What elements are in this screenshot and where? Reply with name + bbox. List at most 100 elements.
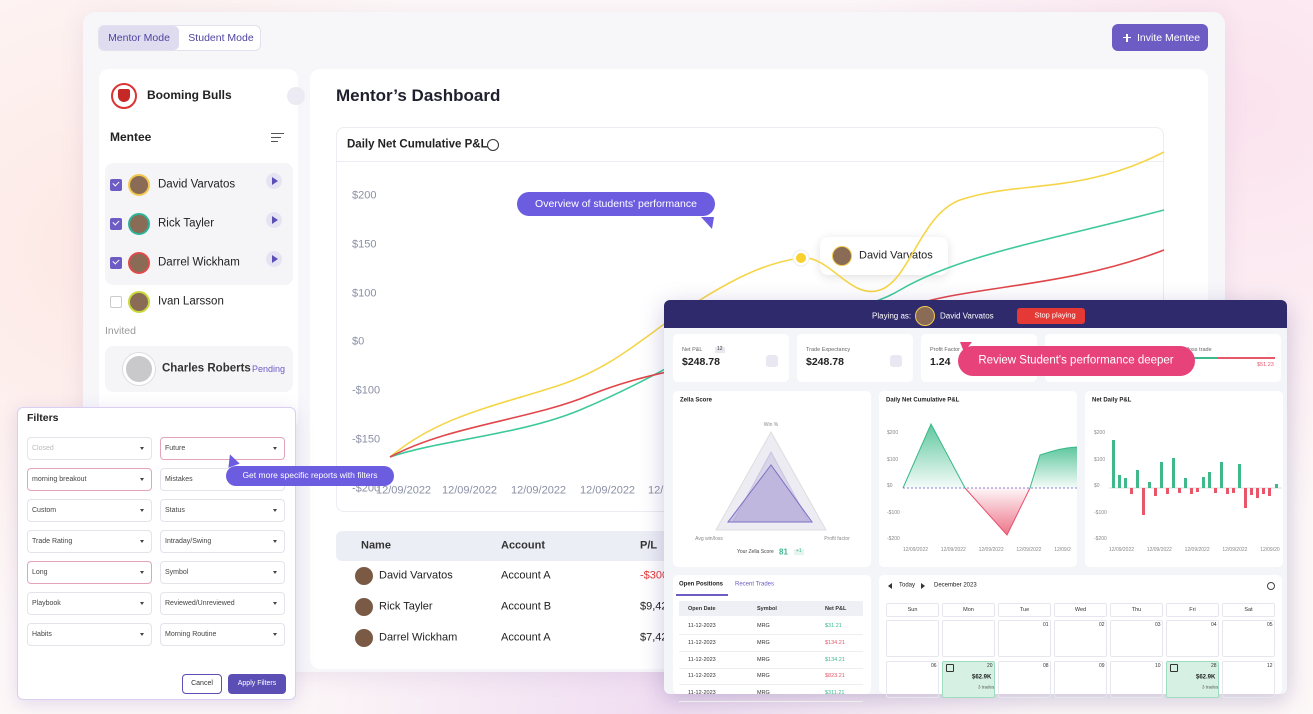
filter-value: Intraday/Swing [165, 537, 212, 545]
day-header [1166, 603, 1219, 617]
mentee-checkbox[interactable] [110, 296, 122, 308]
table-cell: 11-12-2023 [688, 673, 716, 680]
mentee-checkbox[interactable] [110, 179, 122, 191]
day-cell [1166, 620, 1219, 657]
stat-icon [766, 355, 778, 367]
plus-icon [1126, 33, 1128, 42]
info-icon [1267, 582, 1275, 590]
table-cell: MRG [757, 622, 770, 629]
calendar-month: December 2023 [934, 582, 977, 589]
filter-dropdown[interactable] [27, 623, 152, 646]
dropdown-chevron [140, 447, 144, 450]
mentee-checkbox[interactable] [110, 257, 122, 269]
filter-dropdown[interactable] [160, 437, 285, 460]
play-icon [272, 216, 278, 224]
day-trades: 3 trades [1202, 684, 1219, 690]
note-icon [1170, 664, 1178, 672]
x-axis-label: 12/09/2022 [442, 484, 498, 497]
dropdown-chevron [140, 478, 144, 481]
filter-dropdown[interactable] [27, 592, 152, 615]
row-divider [679, 650, 863, 652]
filter-value: Custom [32, 506, 57, 514]
table-cell: Rick Tayler [379, 600, 433, 613]
x-axis-label: 12/ [648, 484, 664, 497]
day-cell [886, 661, 939, 698]
dropdown-chevron [273, 540, 277, 543]
student-mode-tab[interactable]: Student Mode [188, 31, 254, 44]
apply-button[interactable] [228, 674, 286, 694]
cancel-button[interactable] [182, 674, 222, 694]
y-axis-label: $100 [1094, 456, 1106, 463]
day-number: 12 [1267, 663, 1273, 670]
dropdown-chevron [273, 633, 277, 636]
y-axis-label: -$150 [352, 433, 381, 446]
radar-axis-label: Avg win/loss [695, 536, 723, 543]
callout [517, 192, 715, 216]
day-cell [942, 620, 995, 657]
filter-value: Habits [32, 630, 52, 638]
mentee-avatar [128, 291, 150, 313]
radar-axis-label: Win % [763, 422, 779, 429]
filter-dropdown[interactable] [27, 530, 152, 553]
table-cell: $134.21 [825, 639, 845, 646]
filter-dropdown[interactable] [27, 437, 152, 460]
table-cell: 11-12-2023 [688, 639, 716, 646]
day-header [1110, 603, 1163, 617]
row-divider [679, 634, 863, 635]
filter-dropdown[interactable] [160, 592, 285, 615]
day-number: 06 [931, 663, 937, 670]
day-cell [1054, 661, 1107, 698]
y-axis-label: -$100 [352, 384, 381, 397]
stop-button[interactable] [1017, 308, 1085, 324]
filter-dropdown[interactable] [160, 499, 285, 522]
filter-dropdown[interactable] [160, 561, 285, 584]
mentee-checkbox[interactable] [110, 218, 122, 230]
hover-name: David Varvatos [859, 249, 933, 262]
y-axis-label: -$200 [1094, 536, 1107, 543]
y-axis-label: $150 [352, 238, 377, 251]
day-pnl: $62.9K [972, 674, 992, 681]
stat-label: Profit Factor [930, 346, 960, 353]
collapse-button[interactable] [287, 87, 305, 105]
day-name: Sat [1244, 606, 1253, 613]
filter-dropdown[interactable] [27, 561, 152, 584]
mentee-avatar [128, 174, 150, 196]
table-cell: $9,42 [640, 600, 668, 613]
filter-dropdown[interactable] [27, 499, 152, 522]
day-number: 03 [1155, 622, 1161, 629]
mentee-avatar [128, 252, 150, 274]
invited-heading: Invited [105, 324, 136, 337]
table-cell: MRG [757, 639, 770, 646]
table-column-header: Open Date [688, 605, 716, 612]
table-column-header: Symbol [757, 605, 777, 612]
filter-value: Closed [32, 444, 54, 452]
y-axis-label: $200 [352, 189, 377, 202]
filter-dropdown[interactable] [160, 623, 285, 646]
x-axis-label: 12/09/2022 [1016, 547, 1042, 554]
table-cell: $134.21 [825, 656, 845, 663]
play-icon [272, 177, 278, 185]
x-axis-label: 12/09/2022 [1146, 547, 1172, 554]
apply-label: Apply Filters [237, 679, 277, 687]
day-cell [942, 661, 995, 698]
dropdown-chevron [273, 509, 277, 512]
student-name: David Varvatos [940, 311, 994, 321]
filter-dropdown[interactable] [160, 530, 285, 553]
table-cell: 11-12-2023 [688, 622, 716, 629]
filter-dropdown[interactable] [27, 468, 152, 491]
day-header [1054, 603, 1107, 617]
x-axis-label: 12/09/2022 [511, 484, 567, 497]
table-cell: $311.21 [825, 690, 845, 697]
invited-status: Pending [252, 363, 286, 374]
next-arrow [921, 583, 925, 589]
prev-arrow [888, 583, 892, 589]
table-cell: MRG [757, 656, 770, 663]
mentor-mode-tab[interactable]: Mentor Mode [108, 31, 170, 44]
row-avatar [355, 628, 373, 647]
day-cell [1110, 620, 1163, 657]
dropdown-chevron [140, 571, 144, 574]
cancel-label: Cancel [191, 679, 213, 687]
zella-score: 81 [779, 547, 788, 557]
dropdown-chevron [273, 571, 277, 574]
